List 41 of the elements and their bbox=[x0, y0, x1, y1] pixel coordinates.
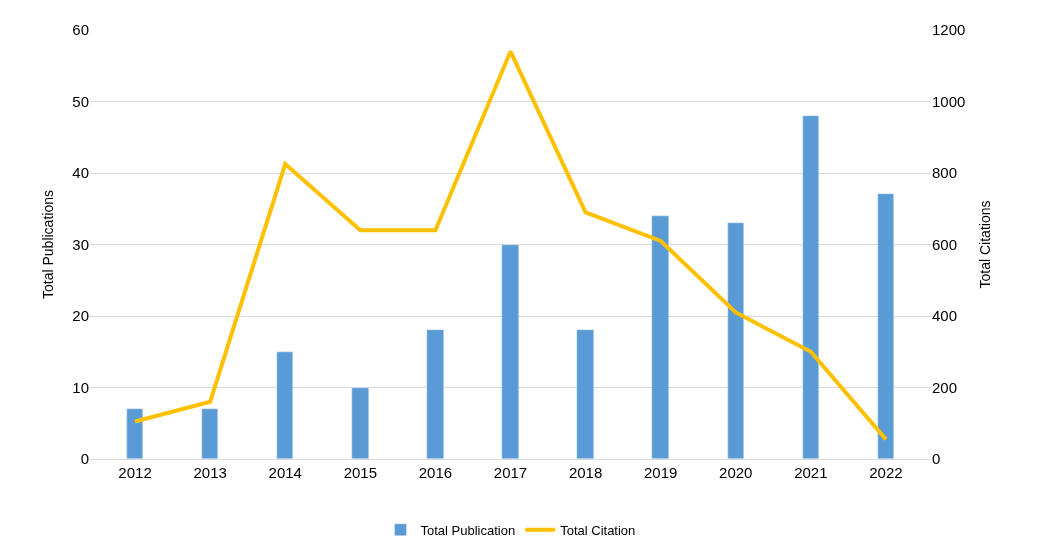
x-tick-label: 2021 bbox=[794, 464, 828, 481]
bar bbox=[276, 351, 293, 459]
y2-tick-label: 200 bbox=[932, 378, 958, 396]
x-tick-label: 2014 bbox=[268, 464, 302, 481]
bar bbox=[351, 387, 369, 459]
bar bbox=[576, 329, 594, 459]
x-tick-label: 2012 bbox=[118, 464, 152, 481]
x-tick-label: 2015 bbox=[343, 464, 378, 481]
bar bbox=[126, 408, 143, 459]
y-tick-label: 60 bbox=[72, 21, 89, 39]
y2-tick-label: 600 bbox=[932, 235, 958, 253]
line-series bbox=[133, 49, 888, 442]
y2-axis-title: Total Citations bbox=[976, 200, 993, 289]
bar bbox=[877, 193, 894, 459]
x-tick-label: 2019 bbox=[643, 464, 678, 481]
legend-label: Total Citation bbox=[560, 522, 636, 538]
bar bbox=[802, 115, 819, 459]
bar bbox=[201, 408, 218, 459]
y-tick-label: 10 bbox=[72, 378, 89, 396]
bar bbox=[727, 222, 744, 459]
bar bbox=[426, 329, 444, 459]
legend-label: Total Publication bbox=[420, 522, 516, 538]
bar bbox=[651, 215, 669, 459]
y2-tick-label: 1200 bbox=[932, 21, 966, 39]
y2-tick-label: 0 bbox=[932, 450, 941, 468]
y-tick-label: 50 bbox=[72, 92, 89, 110]
y-tick-label: 20 bbox=[72, 307, 89, 325]
y-tick-label: 30 bbox=[72, 235, 89, 253]
x-tick-label: 2022 bbox=[869, 464, 903, 481]
x-tick-label: 2016 bbox=[418, 464, 453, 481]
y2-tick-label: 400 bbox=[932, 307, 958, 325]
x-tick-label: 2017 bbox=[493, 464, 528, 481]
x-tick-label: 2018 bbox=[568, 464, 603, 481]
y-axis-title: Total Publications bbox=[39, 190, 56, 299]
y2-tick-label: 800 bbox=[932, 164, 958, 182]
y2-tick-label: 1000 bbox=[932, 92, 966, 110]
bar bbox=[501, 244, 519, 459]
y-tick-label: 40 bbox=[72, 164, 89, 182]
y-tick-label: 0 bbox=[80, 450, 89, 468]
x-tick-label: 2020 bbox=[719, 464, 753, 481]
x-tick-label: 2013 bbox=[193, 464, 227, 481]
